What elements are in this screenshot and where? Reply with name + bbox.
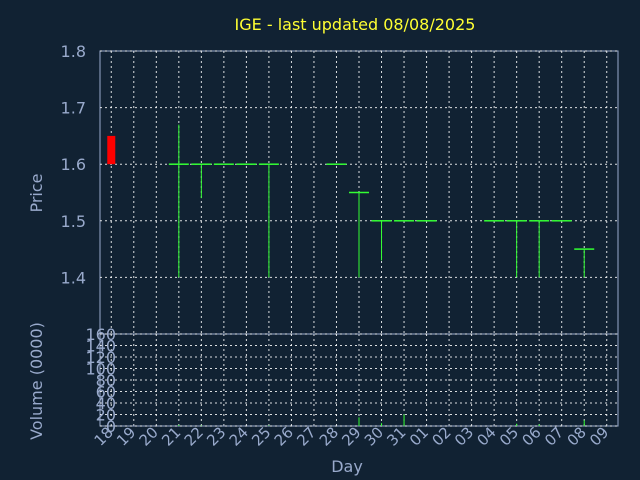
chart-title: IGE - last updated 08/08/2025 <box>235 15 476 34</box>
price-tick-label: 1.6 <box>61 155 86 174</box>
volume-axis-label: Volume (0000) <box>27 322 46 440</box>
volume-tick-label: 80 <box>96 371 116 390</box>
price-tick-label: 1.4 <box>61 268 86 287</box>
volume-tick-label: 120 <box>85 348 116 367</box>
price-bar-first <box>107 135 116 165</box>
volume-tick-label: 40 <box>96 394 116 413</box>
x-axis-label: Day <box>331 457 363 476</box>
x-tick-label: 09 <box>586 423 612 449</box>
volume-tick-label: 140 <box>85 337 116 356</box>
price-tick-label: 1.8 <box>61 42 86 61</box>
volume-tick-label: 100 <box>85 360 116 379</box>
price-tick-label: 1.7 <box>61 99 86 118</box>
volume-tick-label: 0 <box>106 417 116 436</box>
price-panel: 1.4 1.5 1.6 1.7 1.8 <box>61 42 619 335</box>
price-axis-label: Price <box>27 173 46 212</box>
volume-tick-label: 60 <box>96 383 116 402</box>
volume-tick-label: 160 <box>85 325 116 344</box>
x-axis-ticks: 1819202122232425262728293031010203040506… <box>91 423 613 449</box>
price-tick-label: 1.5 <box>61 212 86 231</box>
volume-tick-label: 20 <box>96 406 116 425</box>
